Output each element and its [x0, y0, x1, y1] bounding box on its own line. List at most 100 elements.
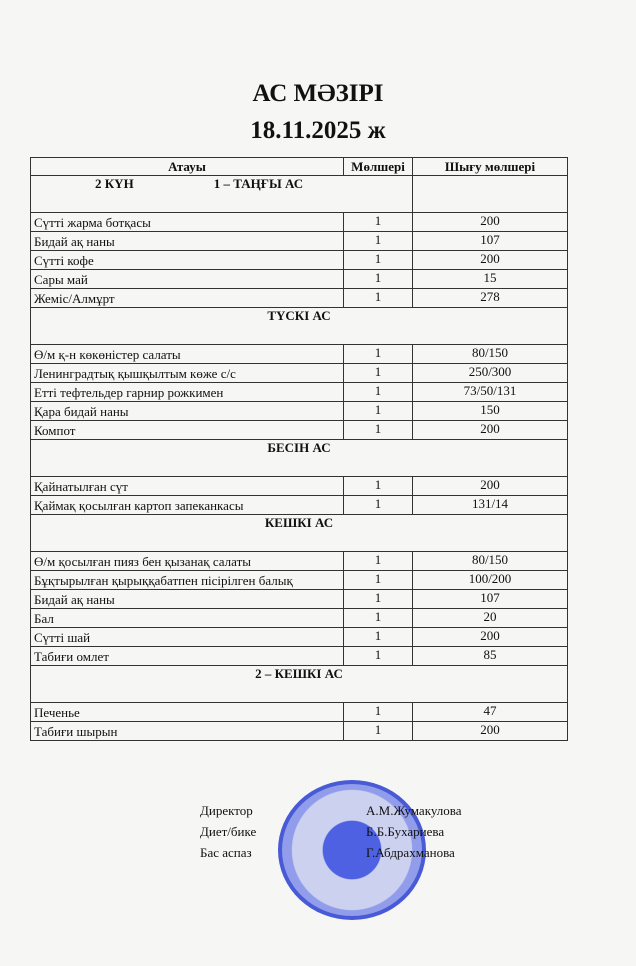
dish-name: Ө/м қосылған пияз бен қызанақ салаты — [30, 551, 344, 571]
dish-name: Табиғи шырын — [30, 721, 344, 741]
section-title: 2 – КЕШКІ АС — [30, 665, 568, 703]
output-amount: 200 — [412, 721, 568, 741]
section-header: 2 – КЕШКІ АС — [30, 665, 568, 703]
table-row: Бидай ақ наны 1 107 — [30, 231, 568, 251]
table-row: Табиғи омлет 1 85 — [30, 646, 568, 666]
day-label: 2 КҮН — [95, 176, 134, 191]
quantity: 1 — [343, 288, 413, 308]
dish-name: Бидай ақ наны — [30, 231, 344, 251]
section-title: БЕСІН АС — [30, 439, 568, 477]
quantity: 1 — [343, 646, 413, 666]
quantity: 1 — [343, 269, 413, 289]
output-amount: 100/200 — [412, 570, 568, 590]
page-title: АС МӘЗІРІ — [252, 80, 384, 107]
dish-name: Табиғи омлет — [30, 646, 344, 666]
section-title: КЕШКІ АС — [30, 514, 568, 552]
output-amount: 250/300 — [412, 363, 568, 383]
quantity: 1 — [343, 476, 413, 496]
table-row: Қаймақ қосылған картоп запеканкасы 1 131/1… — [30, 495, 568, 515]
quantity: 1 — [343, 344, 413, 364]
col-output: Шығу мөлшері — [412, 157, 568, 176]
output-amount: 200 — [412, 420, 568, 440]
table-row: Компот 1 200 — [30, 420, 568, 440]
menu-table: Атауы Мөлшері Шығу мөлшері 2 КҮН 1 – ТАҢҒ… — [30, 157, 568, 741]
section-header: КЕШКІ АС — [30, 514, 568, 552]
section-title: ТҮСКІ АС — [30, 307, 568, 345]
quantity: 1 — [343, 212, 413, 232]
dish-name: Ленинградтық қышқылтым көже с/с — [30, 363, 344, 383]
quantity: 1 — [343, 551, 413, 571]
output-amount: 80/150 — [412, 344, 568, 364]
table-row: Қайнатылған сүт 1 200 — [30, 476, 568, 496]
table-row: Табиғи шырын 1 200 — [30, 721, 568, 741]
output-amount: 20 — [412, 608, 568, 628]
table-row: Сүтті шай 1 200 — [30, 627, 568, 647]
output-amount: 80/150 — [412, 551, 568, 571]
output-amount: 278 — [412, 288, 568, 308]
table-row: Ө/м қ-н көкөністер салаты 1 80/150 — [30, 344, 568, 364]
output-amount: 15 — [412, 269, 568, 289]
output-amount: 47 — [412, 702, 568, 722]
signature-role: Директор — [200, 803, 253, 818]
dish-name: Жеміс/Алмұрт — [30, 288, 344, 308]
output-amount: 73/50/131 — [412, 382, 568, 402]
quantity: 1 — [343, 702, 413, 722]
dish-name: Печенье — [30, 702, 344, 722]
official-stamp — [278, 780, 426, 920]
table-row: Ө/м қосылған пияз бен қызанақ салаты 1 80/… — [30, 551, 568, 571]
table-row: Бидай ақ наны 1 107 — [30, 589, 568, 609]
quantity: 1 — [343, 608, 413, 628]
quantity: 1 — [343, 627, 413, 647]
col-name: Атауы — [30, 157, 344, 176]
col-qty: Мөлшері — [343, 157, 413, 176]
output-amount: 107 — [412, 589, 568, 609]
dish-name: Сүтті кофе — [30, 250, 344, 270]
output-amount: 200 — [412, 212, 568, 232]
table-row: Бұқтырылған қырыққабатпен пісірілген бал… — [30, 570, 568, 590]
table-row: Печенье 1 47 — [30, 702, 568, 722]
dish-name: Бұқтырылған қырыққабатпен пісірілген бал… — [30, 570, 344, 590]
quantity: 1 — [343, 250, 413, 270]
dish-name: Сүтті шай — [30, 627, 344, 647]
date: 18.11.2025 ж — [250, 117, 386, 144]
signature-role: Бас аспаз — [200, 845, 252, 860]
quantity: 1 — [343, 382, 413, 402]
table-row: Етті тефтельдер гарнир рожкимен 1 73/50/13… — [30, 382, 568, 402]
quantity: 1 — [343, 495, 413, 515]
quantity: 1 — [343, 420, 413, 440]
quantity: 1 — [343, 570, 413, 590]
signature-role: Диет/бике — [200, 824, 257, 839]
quantity: 1 — [343, 231, 413, 251]
section-header: БЕСІН АС — [30, 439, 568, 477]
section-title: 1 – ТАҢҒЫ АС — [213, 176, 304, 191]
dish-name: Етті тефтельдер гарнир рожкимен — [30, 382, 344, 402]
output-amount: 85 — [412, 646, 568, 666]
quantity: 1 — [343, 401, 413, 421]
output-amount: 200 — [412, 627, 568, 647]
dish-name: Компот — [30, 420, 344, 440]
output-amount: 200 — [412, 250, 568, 270]
dish-name: Қайнатылған сүт — [30, 476, 344, 496]
quantity: 1 — [343, 721, 413, 741]
dish-name: Бал — [30, 608, 344, 628]
quantity: 1 — [343, 589, 413, 609]
signature-name: А.М.Жумакулова — [366, 803, 462, 818]
dish-name: Қара бидай наны — [30, 401, 344, 421]
table-row: Қара бидай наны 1 150 — [30, 401, 568, 421]
signature-name: Г.Абдрахманова — [366, 845, 455, 860]
dish-name: Сары май — [30, 269, 344, 289]
table-row: Жеміс/Алмұрт 1 278 — [30, 288, 568, 308]
table-row: Сары май 1 15 — [30, 269, 568, 289]
table-row: Бал 1 20 — [30, 608, 568, 628]
dish-name: Сүтті жарма ботқасы — [30, 212, 344, 232]
dish-name: Ө/м қ-н көкөністер салаты — [30, 344, 344, 364]
section-header: ТҮСКІ АС — [30, 307, 568, 345]
dish-name: Қаймақ қосылған картоп запеканкасы — [30, 495, 344, 515]
table-row: Сүтті жарма ботқасы 1 200 — [30, 212, 568, 232]
output-amount: 107 — [412, 231, 568, 251]
output-amount: 200 — [412, 476, 568, 496]
section-header: 2 КҮН 1 – ТАҢҒЫ АС — [30, 175, 568, 213]
table-row: Сүтті кофе 1 200 — [30, 250, 568, 270]
dish-name: Бидай ақ наны — [30, 589, 344, 609]
quantity: 1 — [343, 363, 413, 383]
